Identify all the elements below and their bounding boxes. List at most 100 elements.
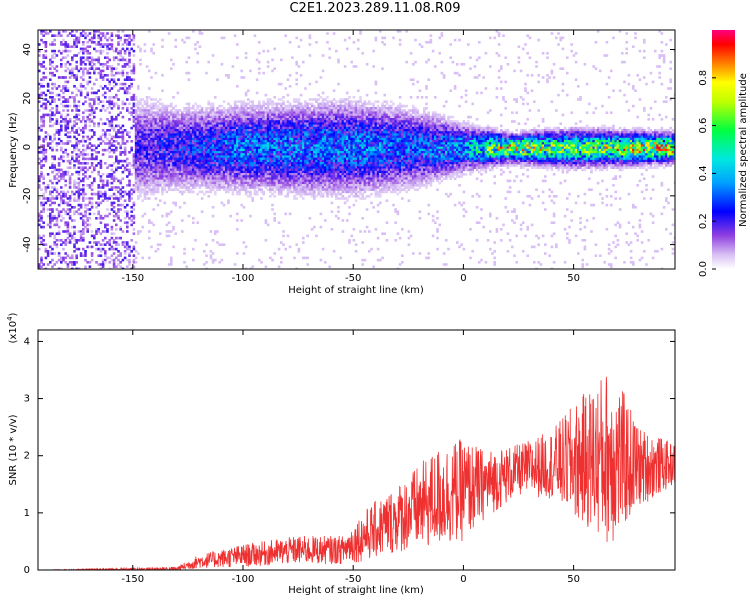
heatmap-cell (227, 107, 230, 110)
heatmap-cell (244, 184, 248, 187)
heatmap-cell (258, 60, 261, 64)
heatmap-cell (51, 258, 54, 262)
heatmap-cell (55, 65, 59, 68)
heatmap-cell (66, 232, 70, 235)
heatmap-cell (132, 153, 136, 156)
heatmap-cell (79, 129, 83, 132)
heatmap-cell (121, 115, 125, 119)
heatmap-cell (264, 153, 268, 156)
heatmap-cell (106, 197, 109, 200)
heatmap-cell (66, 225, 70, 229)
heatmap-cell (139, 168, 142, 172)
heatmap-cell (101, 45, 105, 48)
heatmap-cell (251, 181, 254, 185)
heatmap-cell (218, 124, 221, 128)
heatmap-cell (240, 122, 243, 125)
heatmap-cell (42, 221, 45, 224)
heatmap-cell (154, 146, 158, 150)
heatmap-cell (44, 267, 48, 269)
heatmap-cell (66, 120, 70, 123)
heatmap-cell (194, 151, 197, 154)
heatmap-cell (40, 126, 43, 130)
heatmap-cell (143, 137, 147, 141)
heatmap-cell (178, 173, 182, 176)
heatmap-cell (42, 208, 45, 211)
heatmap-cell (139, 159, 142, 163)
heatmap-cell (38, 63, 41, 66)
heatmap-cell (55, 195, 59, 198)
heatmap-cell (214, 162, 217, 165)
heatmap-cell (161, 148, 164, 152)
heatmap-cell (46, 254, 50, 257)
heatmap-cell (198, 140, 202, 143)
heatmap-cell (187, 166, 191, 169)
heatmap-cell (64, 151, 67, 154)
heatmap-cell (143, 118, 147, 121)
heatmap-cell (264, 135, 268, 139)
heatmap-cell (273, 159, 276, 163)
heatmap-cell (271, 142, 274, 145)
heatmap-cell (143, 109, 147, 112)
heatmap-cell (277, 151, 281, 154)
heatmap-cell (194, 155, 197, 158)
heatmap-cell (137, 190, 140, 194)
heatmap-cell (214, 181, 217, 185)
heatmap-cell (214, 232, 217, 235)
heatmap-cell (44, 151, 48, 154)
heatmap-cell (242, 113, 246, 117)
heatmap-cell (110, 120, 114, 123)
heatmap-cell (264, 144, 268, 147)
heatmap-cell (251, 184, 254, 187)
heatmap-cell (93, 41, 96, 44)
heatmap-cell (170, 166, 173, 169)
heatmap-cell (156, 159, 160, 163)
heatmap-cell (275, 135, 279, 139)
heatmap-cell (167, 146, 171, 150)
heatmap-cell (38, 93, 41, 97)
heatmap-cell (60, 126, 63, 130)
heatmap-cell (242, 146, 246, 150)
heatmap-cell (134, 120, 138, 123)
heatmap-cell (207, 111, 210, 114)
heatmap-cell (117, 186, 120, 189)
heatmap-cell (247, 113, 250, 117)
heatmap-cell (299, 38, 303, 42)
heatmap-cell (82, 236, 85, 240)
heatmap-cell (251, 148, 254, 152)
heatmap-cell (115, 135, 118, 139)
heatmap-cell (68, 32, 72, 35)
heatmap-cell (236, 179, 239, 183)
heatmap-cell (266, 122, 270, 125)
heatmap-cell (60, 34, 63, 37)
heatmap-cell (101, 63, 105, 66)
heatmap-cell (194, 148, 197, 152)
heatmap-cell (123, 142, 127, 145)
heatmap-cell (161, 188, 164, 191)
heatmap-cell (211, 111, 215, 114)
heatmap-cell (187, 113, 191, 117)
heatmap-cell (238, 164, 241, 167)
heatmap-cell (240, 168, 243, 172)
heatmap-cell (97, 247, 100, 251)
heatmap-cell (49, 60, 52, 64)
heatmap-cell (225, 164, 228, 167)
heatmap-cell (68, 120, 72, 123)
heatmap-cell (178, 190, 182, 194)
heatmap-cell (79, 162, 83, 165)
heatmap-cell (82, 85, 85, 88)
heatmap-cell (143, 100, 147, 103)
heatmap-cell (108, 122, 111, 125)
heatmap-cell (110, 47, 114, 51)
heatmap-cell (106, 43, 109, 46)
heatmap-cell (44, 102, 48, 106)
heatmap-cell (264, 181, 268, 185)
heatmap-cell (205, 111, 208, 114)
heatmap-cell (176, 146, 180, 150)
heatmap-cell (154, 133, 158, 136)
heatmap-cell (126, 43, 129, 46)
heatmap-cell (196, 122, 199, 125)
heatmap-cell (145, 168, 149, 172)
heatmap-cell (209, 146, 213, 150)
heatmap-cell (150, 124, 153, 128)
heatmap-cell (101, 263, 105, 266)
